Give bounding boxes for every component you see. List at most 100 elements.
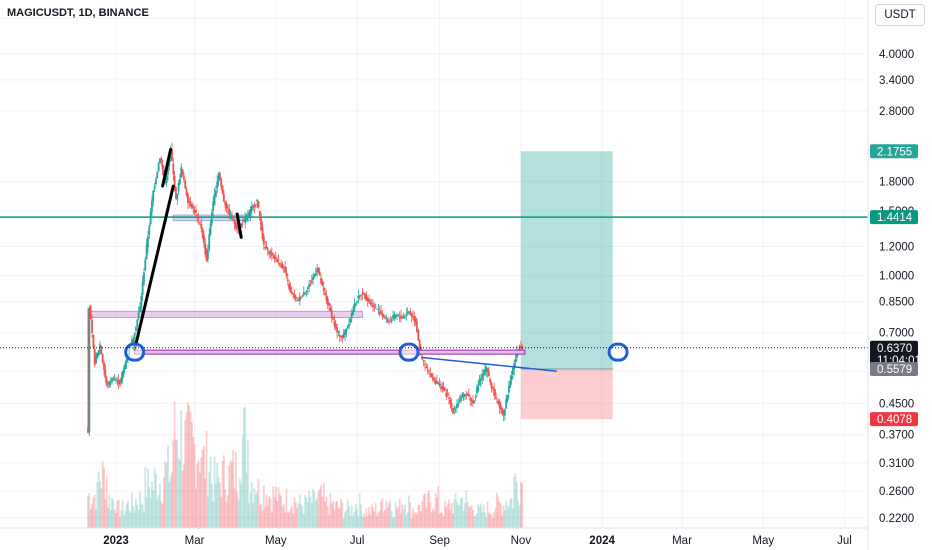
candle-body xyxy=(421,358,424,360)
volume-bar xyxy=(238,478,241,528)
position-box[interactable] xyxy=(520,151,613,420)
candle-body xyxy=(388,321,390,323)
volume-bar xyxy=(93,495,96,528)
candle-body xyxy=(340,336,342,338)
volume-bar xyxy=(221,460,224,528)
volume-bar xyxy=(152,490,155,528)
candle-body xyxy=(269,251,272,253)
volume-bar xyxy=(160,501,163,528)
currency-button[interactable]: USDT xyxy=(875,4,925,26)
candle-body xyxy=(478,380,481,386)
volume-bar xyxy=(368,506,370,528)
volume-bar xyxy=(320,484,322,528)
volume-bar xyxy=(209,456,212,528)
volume-bar xyxy=(330,503,333,528)
candle-body xyxy=(365,294,368,301)
volume-bar xyxy=(384,509,386,528)
zone-rectangle xyxy=(87,310,363,318)
volume-bar xyxy=(493,512,496,528)
price-axis[interactable]: 5.00004.00003.40002.80001.80001.50001.20… xyxy=(868,0,932,528)
volume-bar xyxy=(482,504,485,528)
volume-bar xyxy=(511,508,514,528)
candle-body xyxy=(175,187,177,199)
y-tick-label: 2.8000 xyxy=(879,106,914,118)
volume-bar xyxy=(297,503,300,528)
candle-body xyxy=(460,397,462,402)
volume-bar xyxy=(501,515,504,528)
volume-bar xyxy=(280,495,283,528)
y-tick-label: 0.4500 xyxy=(879,398,914,410)
volume-bar xyxy=(112,500,115,528)
candle-body xyxy=(214,190,217,197)
candle-body xyxy=(218,172,221,180)
volume-bar xyxy=(432,508,434,528)
candle-body xyxy=(124,362,127,370)
volume-bar xyxy=(489,514,492,528)
volume-bar xyxy=(180,410,183,528)
volume-bar xyxy=(157,494,160,528)
candle-body xyxy=(226,207,229,209)
volume-bar xyxy=(334,501,337,528)
candle-body xyxy=(89,305,92,320)
volume-bar xyxy=(175,439,177,528)
candle-body xyxy=(482,373,485,375)
candle-body xyxy=(145,244,148,260)
candle-body xyxy=(176,194,179,200)
candle-body xyxy=(501,407,504,414)
candle-body xyxy=(152,190,155,202)
x-tick-label: Jul xyxy=(837,535,852,547)
candle-body xyxy=(187,193,189,203)
candle-body xyxy=(125,358,128,363)
candle-body xyxy=(100,345,103,354)
x-tick-label: Mar xyxy=(185,535,205,547)
candle-body xyxy=(436,380,438,384)
volume-bar xyxy=(342,518,345,528)
volume-bar xyxy=(258,504,261,528)
volume-bar xyxy=(272,486,275,528)
volume-bar xyxy=(128,510,131,528)
candle-body xyxy=(189,203,192,207)
volume-bar xyxy=(380,501,382,528)
candle-body xyxy=(302,292,305,296)
volume-bar xyxy=(340,499,342,528)
y-tick-label: 3.4000 xyxy=(879,75,914,87)
volume-bar xyxy=(87,495,89,528)
time-axis[interactable]: 2023 Mar May Jul Sep Nov 2024 Mar May Jul xyxy=(0,528,932,550)
volume-bar xyxy=(139,491,141,528)
volume-bar xyxy=(306,501,309,528)
volume-bar xyxy=(356,509,358,528)
candle-body xyxy=(104,369,107,379)
candle-body xyxy=(418,340,421,350)
candle-body xyxy=(140,296,143,309)
candle-body xyxy=(413,315,416,322)
volume-bar xyxy=(141,504,144,528)
candle-body xyxy=(99,344,101,350)
volume-bar xyxy=(284,512,287,528)
candle-body xyxy=(289,286,292,292)
candle-body xyxy=(317,267,320,273)
candle-body xyxy=(196,215,199,217)
drawings[interactable] xyxy=(124,147,629,373)
candle-body xyxy=(376,308,378,310)
x-tick-label: Mar xyxy=(672,535,692,547)
candle-body xyxy=(394,314,397,318)
volume-bar xyxy=(285,488,288,528)
candle-body xyxy=(352,310,354,315)
volume-bar xyxy=(188,405,191,528)
symbol-label: MAGICUSDT, 1D, BINANCE xyxy=(7,7,149,19)
volume-bar xyxy=(274,486,277,528)
candle-body xyxy=(108,381,111,385)
volume-bar xyxy=(314,500,317,528)
volume-bar xyxy=(412,508,414,528)
candle-body xyxy=(424,364,426,366)
candle-body xyxy=(264,247,267,249)
volume-bar xyxy=(519,481,522,528)
volume-bar xyxy=(125,503,128,528)
volume-bar xyxy=(253,488,256,528)
volume-bar xyxy=(225,502,228,528)
volume-bar xyxy=(201,449,204,528)
candle-body xyxy=(136,319,139,327)
volume-bar xyxy=(316,498,318,528)
candle-body xyxy=(337,331,340,333)
